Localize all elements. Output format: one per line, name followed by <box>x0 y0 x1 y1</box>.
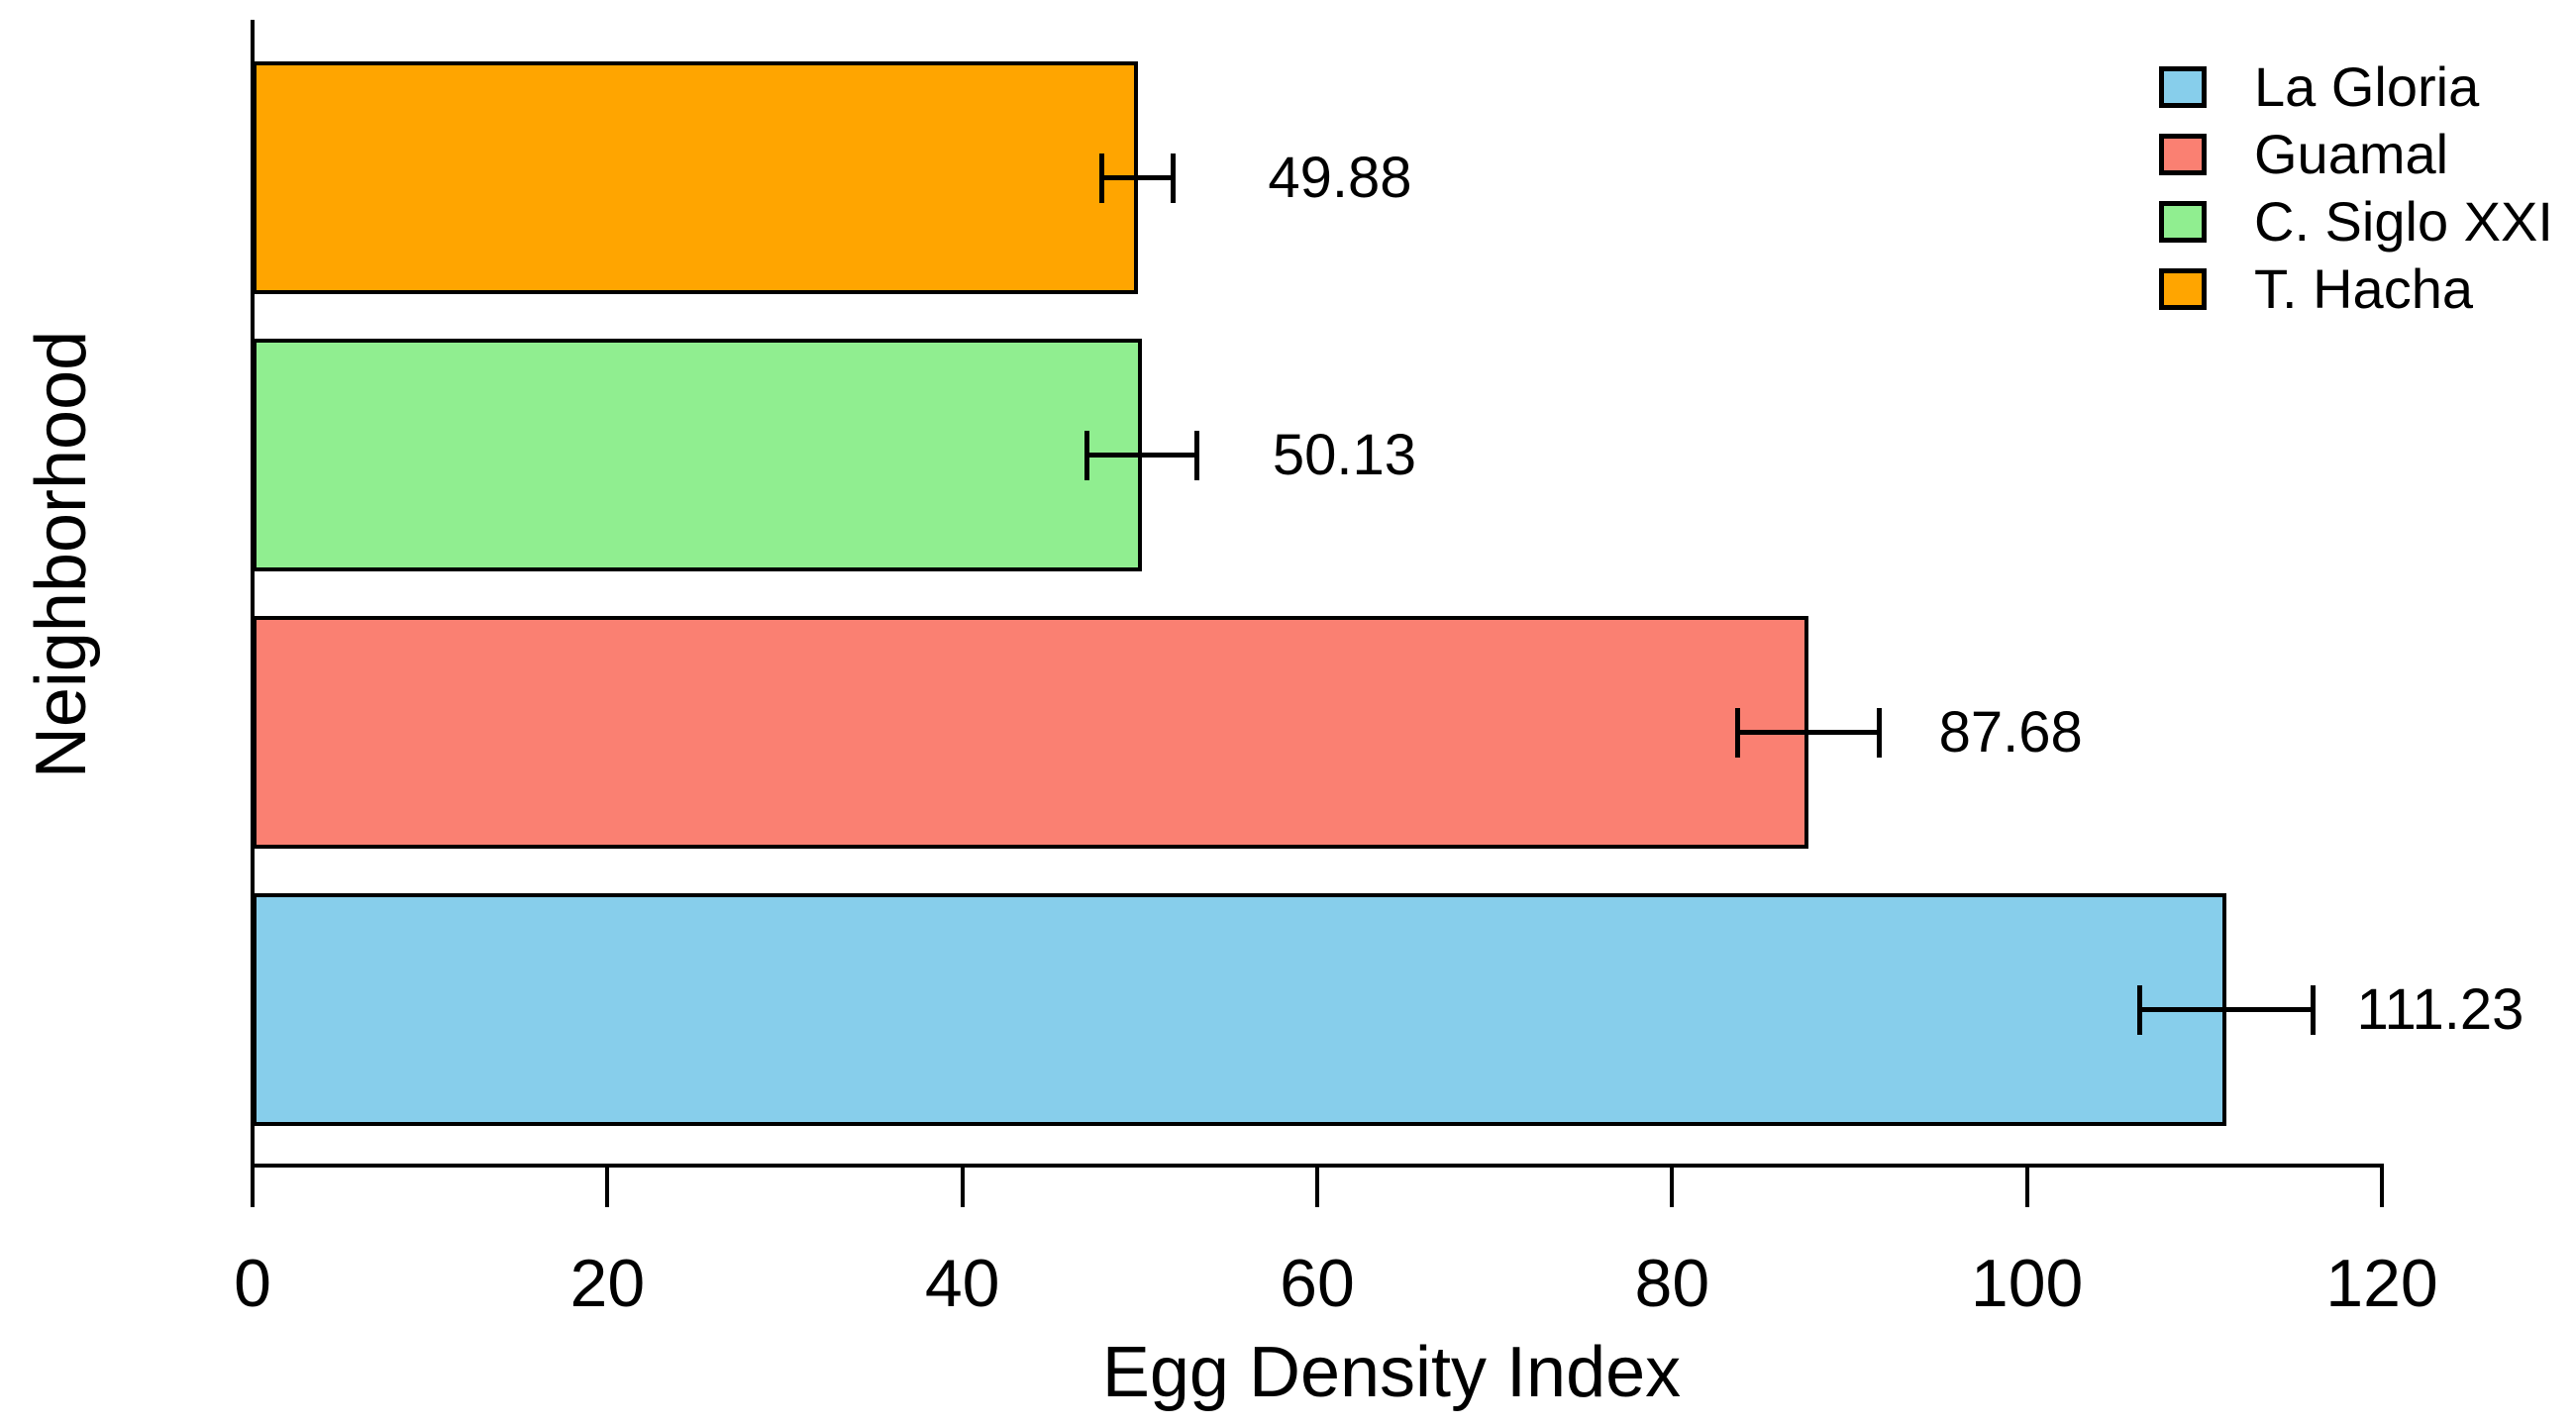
x-axis-tick-label: 120 <box>2325 1246 2438 1321</box>
legend-item-c-siglo-xxi: C. Siglo XXI <box>2159 188 2553 255</box>
legend-swatch-guamal <box>2159 134 2207 175</box>
value-label-guamal: 87.68 <box>1938 699 2083 764</box>
legend-label-guamal: Guamal <box>2254 123 2449 185</box>
x-axis-tick <box>2024 1168 2029 1207</box>
x-axis-tick <box>960 1168 965 1207</box>
bar-guamal <box>253 616 1808 849</box>
x-axis-tick <box>251 1168 255 1207</box>
x-axis-tick <box>1670 1168 1675 1207</box>
error-bar-cap-upper-c-siglo-xxi <box>1194 430 1200 480</box>
y-axis-title: Neighborhood <box>22 330 101 779</box>
bar-t-hacha <box>253 61 1138 294</box>
legend-swatch-la-gloria <box>2159 66 2207 108</box>
value-label-t-hacha: 49.88 <box>1268 145 1412 210</box>
error-bar-la-gloria <box>2139 1007 2314 1012</box>
x-axis-tick-label: 40 <box>924 1246 1000 1321</box>
error-bar-c-siglo-xxi <box>1086 453 1197 458</box>
legend: La Gloria Guamal C. Siglo XXI T. Hacha <box>2159 53 2553 323</box>
x-axis-tick-label: 20 <box>569 1246 646 1321</box>
error-bar-guamal <box>1737 730 1880 735</box>
x-axis-tick <box>2380 1168 2384 1207</box>
y-axis-line <box>251 20 255 1168</box>
bar-la-gloria <box>253 893 2226 1126</box>
error-bar-cap-upper-la-gloria <box>2311 984 2317 1035</box>
legend-swatch-c-siglo-xxi <box>2159 201 2207 243</box>
legend-item-la-gloria: La Gloria <box>2159 53 2553 121</box>
x-axis-tick-label: 100 <box>1970 1246 2084 1321</box>
legend-item-guamal: Guamal <box>2159 121 2553 188</box>
error-bar-t-hacha <box>1101 175 1174 180</box>
legend-swatch-t-hacha <box>2159 268 2207 310</box>
x-axis-line <box>251 1164 2384 1168</box>
error-bar-cap-upper-guamal <box>1877 707 1883 758</box>
bar-c-siglo-xxi <box>253 339 1143 571</box>
legend-item-t-hacha: T. Hacha <box>2159 255 2553 323</box>
legend-label-c-siglo-xxi: C. Siglo XXI <box>2254 190 2553 253</box>
error-bar-cap-lower-c-siglo-xxi <box>1084 430 1090 480</box>
value-label-c-siglo-xxi: 50.13 <box>1272 422 1416 487</box>
error-bar-cap-lower-t-hacha <box>1099 153 1105 203</box>
x-axis-title: Egg Density Index <box>1101 1333 1682 1412</box>
error-bar-cap-lower-la-gloria <box>2136 984 2142 1035</box>
legend-label-t-hacha: T. Hacha <box>2254 257 2473 320</box>
error-bar-cap-lower-guamal <box>1734 707 1740 758</box>
error-bar-cap-upper-t-hacha <box>1171 153 1177 203</box>
value-label-la-gloria: 111.23 <box>2356 976 2524 1042</box>
x-axis-tick <box>1315 1168 1319 1207</box>
x-axis-tick-label: 80 <box>1634 1246 1710 1321</box>
legend-label-la-gloria: La Gloria <box>2254 55 2480 118</box>
x-axis-tick-label: 60 <box>1280 1246 1355 1321</box>
x-axis-tick <box>605 1168 610 1207</box>
x-axis-tick-label: 0 <box>234 1246 271 1321</box>
